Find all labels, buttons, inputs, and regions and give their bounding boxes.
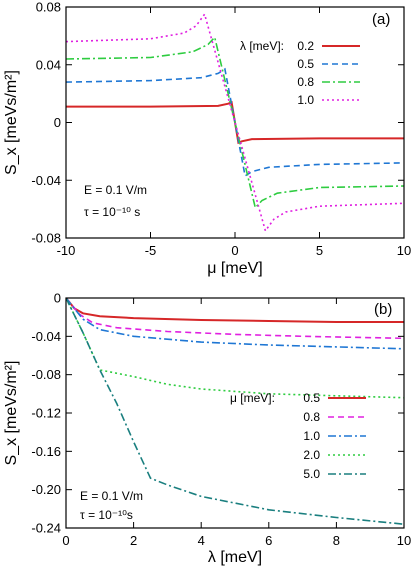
legend: λ [meV]: 0.2 0.5 0.8 1.0 <box>240 39 360 107</box>
annotation-text: τ = 10⁻¹⁰s <box>80 508 133 522</box>
x-tick-label: 0 <box>62 533 69 548</box>
y-tick-label: 0.08 <box>36 0 61 15</box>
y-tick-label: 0.04 <box>36 57 61 72</box>
series-line-5-0 <box>66 298 404 525</box>
y-tick-label: -0.04 <box>31 329 61 344</box>
series-line-0-8 <box>66 298 404 340</box>
series-line-1-0 <box>66 298 404 350</box>
x-tick-label: -10 <box>57 243 76 258</box>
panel-label: (a) <box>372 11 390 28</box>
annotation-text: E = 0.1 V/m <box>84 183 147 197</box>
annotation-text: τ = 10⁻¹⁰ s <box>84 205 140 219</box>
panel-label: (b) <box>374 301 392 318</box>
series-line-2-0 <box>66 298 404 399</box>
legend: μ [meV]: 0.5 0.8 1.0 2.0 5.0 <box>230 391 366 481</box>
legend-title: μ [meV]: <box>230 391 275 405</box>
legend-entry-label: 1.0 <box>303 429 320 443</box>
legend-entry-label: 0.8 <box>303 410 320 424</box>
legend-entry-label: 1.0 <box>297 93 314 107</box>
x-axis-label: λ [meV] <box>208 549 262 566</box>
legend-title: λ [meV]: <box>240 39 284 53</box>
legend-entry-label: 0.8 <box>297 75 314 89</box>
x-tick-label: -5 <box>145 243 157 258</box>
x-tick-label: 0 <box>231 243 238 258</box>
y-tick-label: -0.12 <box>31 406 61 421</box>
chart-panel-b: 0 2 4 6 8 10 0 -0.04 -0.08 -0.12 -0.16 -0.20 -0.24 λ … <box>3 291 411 567</box>
series-group <box>66 298 404 525</box>
x-axis-label: μ [meV] <box>207 260 262 277</box>
x-tick-label: 6 <box>265 533 272 548</box>
y-tick-label: 0 <box>54 291 61 306</box>
legend-entry-label: 5.0 <box>303 467 320 481</box>
y-tick-label: -0.24 <box>31 521 61 536</box>
legend-entry-label: 0.5 <box>303 391 320 405</box>
chart-panel-a: -10 -5 0 5 10 0.08 0.04 0 -0.04 -0.08 μ [meV] S_x [… <box>3 0 411 277</box>
x-tick-label: 2 <box>130 533 137 548</box>
y-axis-label: S_x [meVs/m²] <box>3 361 20 466</box>
series-line-0-5 <box>66 298 404 323</box>
series-group <box>66 12 404 233</box>
legend-entry-label: 0.2 <box>297 39 314 53</box>
x-tick-label: 5 <box>316 243 323 258</box>
series-line-1-0 <box>66 12 404 233</box>
series-line-0-8 <box>66 35 404 210</box>
x-tick-label: 10 <box>397 533 411 548</box>
y-tick-label: -0.16 <box>31 444 61 459</box>
legend-entry-label: 2.0 <box>303 448 320 462</box>
annotation-text: E = 0.1 V/m <box>80 489 143 503</box>
x-tick-label: 4 <box>198 533 205 548</box>
y-tick-label: -0.08 <box>31 231 61 246</box>
y-tick-label: 0 <box>54 115 61 130</box>
x-tick-label: 8 <box>333 533 340 548</box>
y-tick-label: -0.08 <box>31 367 61 382</box>
y-tick-label: -0.20 <box>31 482 61 497</box>
legend-entry-label: 0.5 <box>297 57 314 71</box>
y-axis-label: S_x [meVs/m²] <box>3 70 20 175</box>
x-tick-label: 10 <box>397 243 411 258</box>
y-tick-label: -0.04 <box>31 173 61 188</box>
